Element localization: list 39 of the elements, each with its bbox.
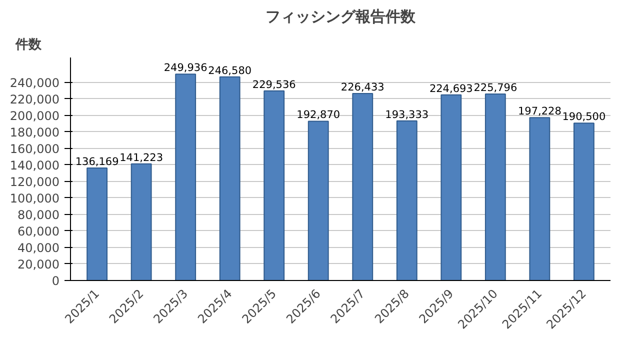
- y-tick-label: 140,000: [10, 158, 60, 172]
- bar: [573, 122, 594, 280]
- data-label: 192,870: [296, 109, 340, 122]
- data-label: 249,936: [164, 62, 208, 74]
- y-tick-label: 160,000: [10, 142, 60, 156]
- bar: [440, 94, 462, 280]
- bar: [86, 168, 108, 280]
- data-label: 229,536: [252, 78, 296, 91]
- bar: [529, 117, 550, 280]
- data-label: 141,223: [120, 152, 164, 164]
- y-tick-label: 60,000: [18, 224, 60, 238]
- y-tick-label: 0: [52, 274, 60, 288]
- bar: [264, 90, 285, 280]
- bar: [175, 74, 196, 280]
- y-tick-label: 100,000: [10, 191, 60, 206]
- data-label: 190,500: [562, 111, 606, 124]
- y-tick-label: 120,000: [10, 174, 60, 189]
- bar: [396, 120, 418, 280]
- bar: [219, 76, 240, 280]
- data-label: 246,580: [208, 64, 252, 77]
- y-tick-label: 80,000: [18, 208, 60, 222]
- y-tick-label: 240,000: [10, 76, 60, 90]
- bar: [352, 92, 374, 280]
- y-tick-label: 40,000: [18, 240, 60, 255]
- y-tick-label: 200,000: [10, 108, 60, 123]
- y-tick-label: 20,000: [18, 257, 60, 272]
- data-label: 224,693: [429, 82, 473, 95]
- data-label: 136,169: [75, 156, 119, 168]
- bar: [308, 120, 329, 280]
- data-label: 225,796: [474, 82, 518, 94]
- data-label: 193,333: [385, 108, 429, 121]
- y-axis-title: 件数: [14, 38, 42, 52]
- bar: [130, 163, 152, 280]
- data-label: 197,228: [518, 106, 562, 118]
- data-label: 226,433: [340, 81, 384, 94]
- bar: [484, 94, 506, 280]
- y-tick-label: 220,000: [10, 92, 60, 106]
- y-tick-label: 180,000: [10, 125, 60, 140]
- chart-title: フィッシング報告件数: [266, 8, 416, 26]
